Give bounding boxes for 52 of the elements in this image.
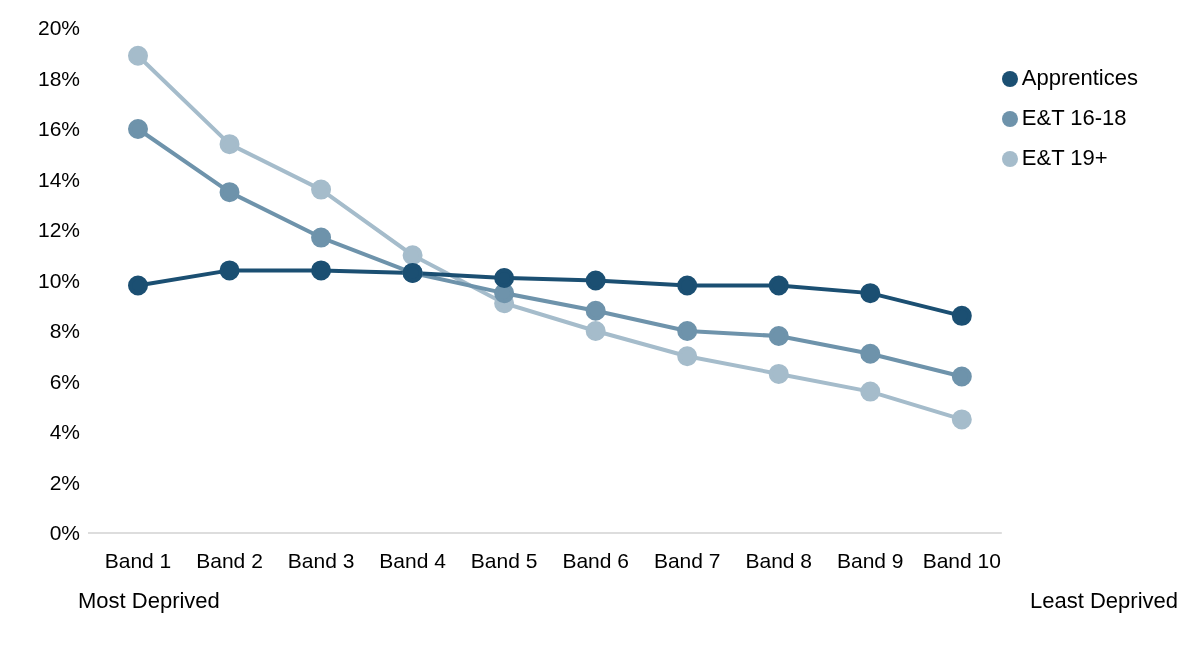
y-tick-label: 10% xyxy=(37,268,80,292)
x-tick-label: Band 1 xyxy=(104,548,172,572)
point xyxy=(951,366,972,387)
y-tick-label: 0% xyxy=(49,521,80,545)
legend-label: E&T 16-18 xyxy=(1021,105,1127,130)
y-tick-label: 8% xyxy=(49,319,80,343)
point xyxy=(311,260,332,281)
point xyxy=(768,363,789,384)
point xyxy=(860,381,881,402)
y-tick-label: 4% xyxy=(49,420,80,444)
point xyxy=(951,305,972,326)
point xyxy=(402,245,423,266)
y-tick-label: 18% xyxy=(37,66,80,90)
legend-label: E&T 19+ xyxy=(1021,145,1108,170)
point xyxy=(768,275,789,296)
x-tick-label: Band 5 xyxy=(470,548,538,572)
x-tick-label: Band 3 xyxy=(287,548,355,572)
point xyxy=(311,179,332,200)
point xyxy=(494,267,515,288)
point xyxy=(311,227,332,248)
point xyxy=(677,346,698,367)
point xyxy=(585,270,606,291)
legend-label: Apprentices xyxy=(1021,65,1138,90)
point xyxy=(219,260,240,281)
x-tick-label: Band 2 xyxy=(196,548,263,572)
point xyxy=(860,343,881,364)
x-tick-label: Band 4 xyxy=(379,548,447,572)
x-tick-label: Band 6 xyxy=(562,548,629,572)
x-tick-label: Band 10 xyxy=(922,548,1001,572)
point xyxy=(677,321,698,341)
y-tick-label: 12% xyxy=(37,218,80,242)
point xyxy=(128,275,148,296)
y-tick-label: 2% xyxy=(49,470,80,494)
x-tick-label: Band 7 xyxy=(653,548,721,572)
point xyxy=(860,283,881,304)
text: Least Deprived xyxy=(1030,588,1178,614)
y-tick-label: 14% xyxy=(37,167,80,191)
x-tick-label: Band 8 xyxy=(745,548,813,572)
point xyxy=(585,321,606,341)
y-tick-label: 16% xyxy=(37,117,80,141)
y-tick-label: 6% xyxy=(49,369,80,393)
point xyxy=(219,182,240,203)
point xyxy=(585,300,606,321)
point xyxy=(951,409,972,430)
y-tick-label: 20% xyxy=(37,16,80,40)
point xyxy=(219,134,240,155)
point xyxy=(768,326,789,347)
point xyxy=(128,119,148,139)
point xyxy=(128,45,148,66)
text: Most Deprived xyxy=(78,588,220,614)
x-tick-label: Band 9 xyxy=(837,548,904,572)
point xyxy=(677,275,698,296)
